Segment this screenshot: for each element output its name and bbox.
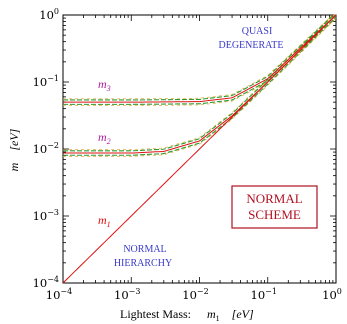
x-tick-label: 10−2	[182, 287, 208, 302]
y-tick-label: 10−4	[33, 275, 59, 290]
m2-label: m2	[98, 130, 111, 146]
quasi-degenerate-label-line2: DEGENERATE	[219, 40, 284, 51]
m3-band-edge-lower	[63, 18, 337, 106]
svg-text:m[eV]: m[eV]	[7, 128, 21, 171]
m1-label: m1	[98, 213, 111, 229]
x-tick-label: 10−4	[46, 287, 72, 302]
m2-curve	[63, 14, 337, 154]
quasi-degenerate-label-line1: QUASI	[242, 26, 273, 37]
normal-scheme-label-line1: NORMAL	[246, 191, 302, 206]
y-tick-label: 10−2	[33, 141, 59, 156]
y-tick-label: 100	[39, 7, 59, 22]
m3-band-edge-upper	[63, 14, 336, 100]
m2-band-lower	[63, 16, 337, 156]
m2-band-edge-lower	[63, 18, 337, 157]
m3-label: m3	[98, 77, 111, 93]
normal-scheme-box	[231, 185, 318, 229]
x-tick-label: 10−1	[251, 287, 277, 302]
m3-curve	[63, 14, 337, 103]
x-axis-label: Lightest Mass: m1 [eV]	[120, 307, 254, 323]
mass-curves	[62, 14, 337, 284]
y-tick-labels: 10−4 10−3 10−2 10−1 100	[33, 7, 59, 290]
m3-band-upper	[63, 14, 336, 101]
m2-band-edge-upper	[63, 14, 336, 150]
y-tick-label: 10−1	[33, 74, 59, 89]
normal-hierarchy-label-line1: NORMAL	[123, 244, 166, 255]
x-tick-label: 10−3	[114, 287, 140, 302]
x-tick-label: 100	[322, 287, 342, 302]
x-tick-labels: 10−4 10−3 10−2 10−1 100	[46, 287, 342, 302]
normal-scheme-label-line2: SCHEME	[248, 207, 301, 222]
m3-band-lower	[63, 16, 337, 105]
normal-hierarchy-label-line2: HIERARCHY	[114, 258, 172, 269]
y-tick-label: 10−3	[33, 208, 59, 223]
y-axis-label: m[eV]	[7, 128, 21, 171]
